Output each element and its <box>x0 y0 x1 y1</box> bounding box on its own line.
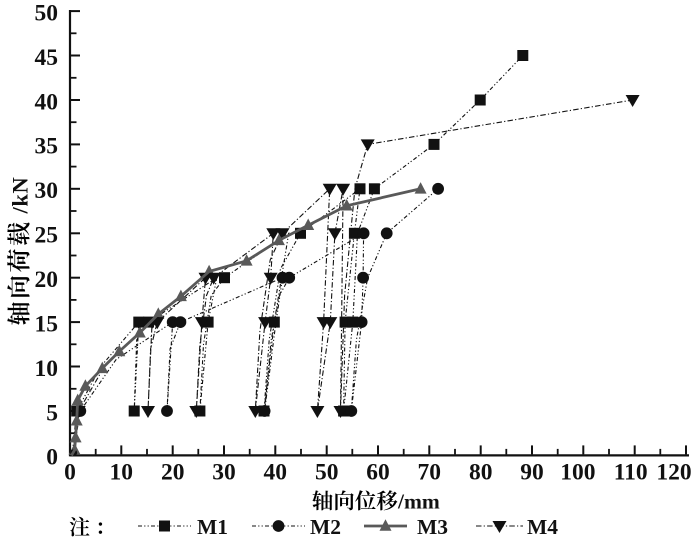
svg-text:20: 20 <box>35 267 59 293</box>
svg-text:120: 120 <box>656 460 691 486</box>
svg-text:100: 100 <box>560 460 595 486</box>
svg-text:M4: M4 <box>527 515 558 539</box>
svg-text:90: 90 <box>520 460 544 486</box>
svg-text:/kN: /kN <box>8 177 33 215</box>
svg-text:5: 5 <box>46 400 58 426</box>
svg-text:30: 30 <box>35 178 59 204</box>
svg-text:80: 80 <box>469 460 493 486</box>
svg-text:0: 0 <box>46 445 58 471</box>
svg-text:45: 45 <box>35 45 59 71</box>
svg-text:70: 70 <box>418 460 442 486</box>
svg-text:15: 15 <box>35 311 59 337</box>
svg-text:110: 110 <box>614 460 648 486</box>
svg-text:30: 30 <box>212 460 236 486</box>
svg-text:0: 0 <box>64 460 76 486</box>
svg-text:50: 50 <box>315 460 339 486</box>
svg-text:10: 10 <box>110 460 134 486</box>
svg-text:/mm: /mm <box>397 490 440 514</box>
svg-text:M1: M1 <box>197 515 228 539</box>
svg-text:40: 40 <box>35 89 59 115</box>
svg-text:35: 35 <box>35 134 59 160</box>
svg-text:10: 10 <box>35 356 59 382</box>
svg-text:40: 40 <box>264 460 288 486</box>
svg-text:M2: M2 <box>310 515 341 539</box>
svg-text:M3: M3 <box>417 515 448 539</box>
svg-text:50: 50 <box>35 0 59 26</box>
svg-text:20: 20 <box>161 460 185 486</box>
svg-text:25: 25 <box>35 223 59 249</box>
svg-text:60: 60 <box>366 460 390 486</box>
